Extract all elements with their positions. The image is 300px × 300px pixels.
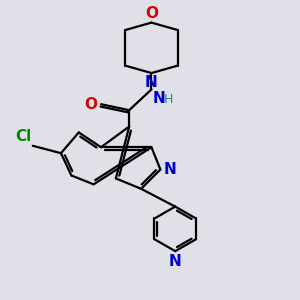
Text: N: N (164, 162, 176, 177)
Text: N: N (153, 91, 166, 106)
Text: N: N (145, 75, 158, 90)
Text: O: O (145, 5, 158, 20)
Text: Cl: Cl (15, 129, 31, 144)
Text: N: N (169, 254, 182, 268)
Text: O: O (85, 97, 98, 112)
Text: H: H (164, 93, 173, 106)
